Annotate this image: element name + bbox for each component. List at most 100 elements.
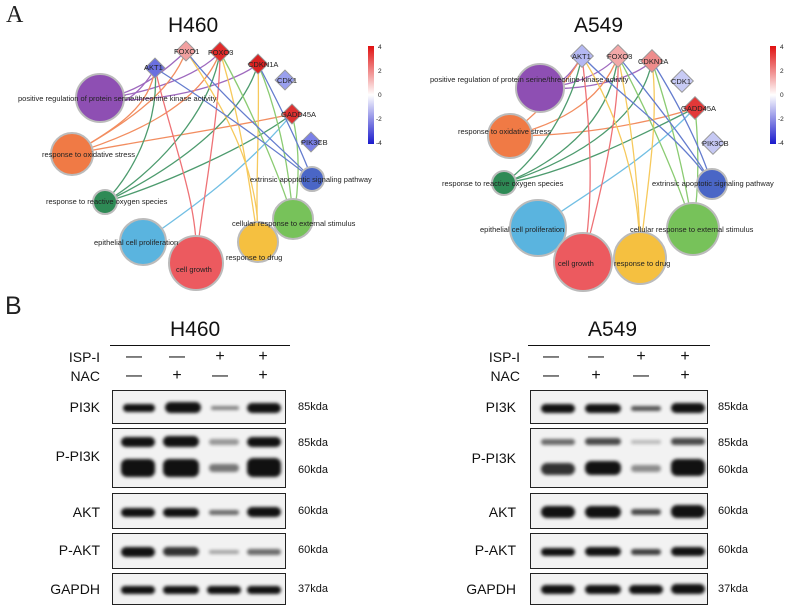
term-label: response to drug [614,259,670,268]
color-scale-bar [770,46,776,144]
gene-label: FOXO3 [208,48,233,57]
nac-sign: + [258,367,268,384]
scale-tick: 0 [378,92,382,99]
panel-a-letter: A [6,2,24,28]
header-rule [110,345,290,346]
kda-label: 37kda [718,583,748,595]
scale-tick: 0 [780,92,784,99]
term-label: response to reactive oxygen species [442,179,564,188]
color-scale-bar [368,46,374,144]
isp-sign: — [169,348,185,365]
gene-node-cdkn1a [247,53,269,75]
scale-tick: 2 [780,68,784,75]
gene-nodes [569,43,726,156]
gene-label: CDK1 [671,77,691,86]
gene-label: PIK3CB [301,138,328,147]
gene-node-akt1 [569,43,595,69]
gene-label: FOXO3 [607,52,632,61]
gene-label: GADD45A [281,110,316,119]
term-label: epithelial cell proliferation [480,225,564,234]
term-node-kinase [515,63,565,113]
treatment-label-nac: NAC [70,368,100,384]
kda-label: 60kda [298,544,328,556]
isp-sign: — [126,348,142,365]
blot-row-label: P-AKT [58,542,100,558]
kda-label: 60kda [718,464,748,476]
kda-label: 85kda [718,401,748,413]
scale-tick: 4 [378,44,382,51]
term-label: cell growth [176,265,212,274]
term-node-ros [491,170,517,196]
network-a549: AKT1 FOXO3 CDKN1A CDK1 GADD45A PIK3CB po… [430,43,784,292]
gene-label: CDK1 [277,76,297,85]
kda-label: 85kda [298,437,328,449]
blot-title-a549: A549 [588,318,638,341]
term-node-kinase [75,73,125,123]
kda-label: 60kda [298,464,328,476]
term-node-epithelial [119,218,167,266]
gene-label: GADD45A [681,104,716,113]
panel-b-letter: B [5,292,22,320]
kda-label: 37kda [298,583,328,595]
gene-node-akt1 [144,57,166,79]
kda-label: 60kda [718,505,748,517]
term-node-epithelial [509,199,567,257]
isp-sign: — [543,348,559,365]
scale-tick: 2 [378,68,382,75]
treatment-label-nac: NAC [490,368,520,384]
term-node-oxidative [50,132,94,176]
term-node-cell-growth [168,235,224,291]
term-label: cellular response to external stimulus [232,219,356,228]
gene-nodes [144,40,322,153]
gene-label: AKT1 [572,52,591,61]
gene-label: CDKN1A [248,60,278,69]
blot-row-label: PI3K [485,399,516,415]
isp-sign: + [215,348,225,365]
scale-tick: -4 [376,140,382,147]
term-label: cell growth [558,259,594,268]
treatment-label-isp: ISP-I [68,349,100,365]
network-title-h460: H460 [168,14,219,37]
blot-p-pi3k [530,428,708,488]
header-rule [528,345,710,346]
term-label: extrinsic apoptotic signaling pathway [652,179,774,188]
term-label: positive regulation of protein serine/th… [430,75,629,84]
blot-p-akt [112,533,286,569]
term-label: epithelial cell proliferation [94,238,178,247]
blot-row-label: P-PI3K [471,450,516,466]
gene-label: CDKN1A [638,57,668,66]
gene-label: AKT1 [144,63,163,72]
blot-p-akt [530,533,708,569]
blot-row-label: GAPDH [50,581,100,597]
gene-node-foxo1 [175,40,197,62]
term-node-drug [237,221,279,263]
blot-row-label: AKT [72,504,100,520]
blot-row-label: P-PI3K [55,448,100,464]
network-title-a549: A549 [574,14,624,37]
nac-sign: + [591,367,601,384]
term-node-cell-growth [553,232,613,292]
gene-node-pik3cb [300,131,322,153]
gene-node-pik3cb [700,130,726,156]
isp-sign: + [680,348,690,365]
nac-sign: — [212,367,228,384]
blot-akt [112,493,286,529]
blot-row-label: GAPDH [466,581,516,597]
nac-sign: — [126,367,142,384]
kda-label: 85kda [718,437,748,449]
isp-sign: — [588,348,604,365]
term-nodes [487,63,728,292]
term-label: response to oxidative stress [458,127,551,136]
term-node-drug [613,231,667,285]
term-node-external [272,198,314,240]
blot-title-h460: H460 [170,318,221,341]
term-label: positive regulation of protein serine/th… [18,94,217,103]
nac-sign: — [633,367,649,384]
isp-sign: + [258,348,268,365]
blot-p-pi3k [112,428,286,488]
scale-tick: -4 [778,140,784,147]
nac-sign: + [172,367,182,384]
term-node-ros [92,189,118,215]
blot-gapdh [530,573,708,605]
term-label: response to reactive oxygen species [46,197,168,206]
